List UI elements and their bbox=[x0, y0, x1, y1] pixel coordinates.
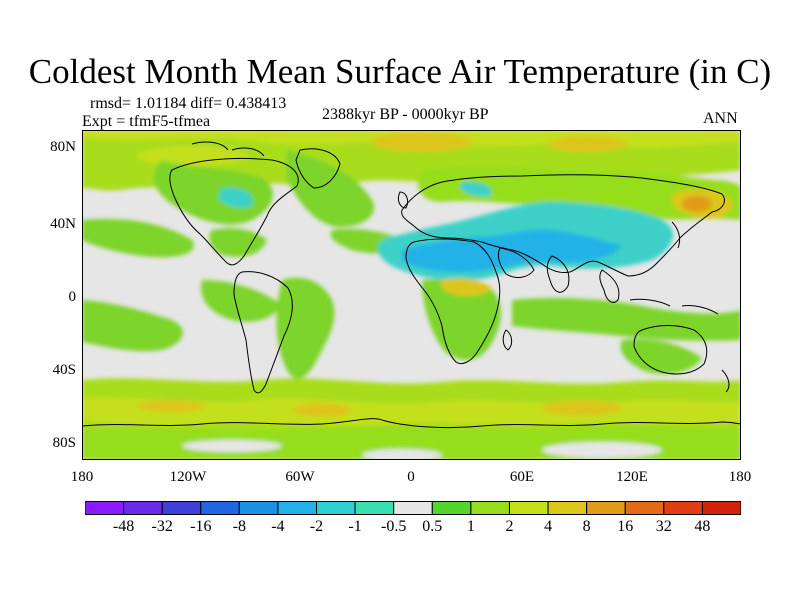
colorbar-label: 4 bbox=[544, 518, 553, 535]
lon-tick-180e: 180 bbox=[728, 469, 752, 485]
colorbar-label: -16 bbox=[190, 518, 212, 535]
lon-tick-60e: 60E bbox=[509, 469, 535, 485]
colorbar-label: -32 bbox=[151, 518, 173, 535]
lat-tick-80n: 80N bbox=[50, 139, 76, 155]
lat-tick-0: 0 bbox=[68, 289, 77, 305]
colorbar-swatch bbox=[161, 501, 202, 515]
stats-text: rmsd= 1.01184 diff= 0.438413 bbox=[90, 95, 287, 112]
season-label: ANN bbox=[703, 110, 738, 127]
colorbar-swatch bbox=[624, 501, 665, 515]
experiment-label: Expt = tfmF5-tfmea bbox=[82, 113, 211, 130]
colorbar-label: 16 bbox=[617, 518, 634, 535]
colorbar-label: 8 bbox=[582, 518, 591, 535]
colorbar-label: -0.5 bbox=[381, 518, 407, 535]
colorbar-swatch bbox=[431, 501, 472, 515]
colorbar-label: -4 bbox=[271, 518, 285, 535]
colorbar-label: 32 bbox=[655, 518, 672, 535]
colorbar-swatch bbox=[85, 501, 125, 515]
colorbar-swatch bbox=[586, 501, 626, 515]
colorbar-label: -2 bbox=[309, 518, 324, 535]
colorbar-label: -8 bbox=[232, 518, 247, 535]
map-title: Coldest Month Mean Surface Air Temperatu… bbox=[28, 52, 772, 91]
temperature-map bbox=[82, 130, 741, 460]
lon-tick-120w: 120W bbox=[169, 469, 207, 485]
colorbar-swatch bbox=[354, 501, 395, 515]
colorbar-label: 0.5 bbox=[422, 518, 443, 535]
colorbar-swatch bbox=[663, 501, 703, 515]
coastlines bbox=[82, 141, 741, 429]
colorbar-label: 48 bbox=[694, 518, 711, 535]
lat-tick-80s: 80S bbox=[52, 435, 76, 451]
period-label: 2388kyr BP - 0000kyr BP bbox=[322, 106, 489, 123]
colorbar-swatch bbox=[547, 501, 588, 515]
colorbar bbox=[85, 501, 741, 515]
colorbar-swatch bbox=[393, 501, 433, 515]
lat-tick-40s: 40S bbox=[52, 362, 76, 378]
lon-tick-60w: 60W bbox=[285, 469, 315, 485]
colorbar-swatch bbox=[470, 501, 510, 515]
colorbar-swatch bbox=[238, 501, 279, 515]
lon-tick-120e: 120E bbox=[616, 469, 648, 485]
colorbar-swatch bbox=[508, 501, 549, 515]
colorbar-swatch bbox=[277, 501, 318, 515]
colorbar-label: -1 bbox=[348, 518, 362, 535]
colorbar-swatch bbox=[200, 501, 240, 515]
lon-tick-180w: 180 bbox=[70, 469, 94, 485]
colorbar-swatch bbox=[316, 501, 356, 515]
lon-tick-0: 0 bbox=[407, 469, 415, 485]
colorbar-label: 1 bbox=[466, 518, 475, 535]
colorbar-label: -48 bbox=[112, 518, 135, 535]
temperature-anomaly-field bbox=[82, 130, 741, 460]
colorbar-label: 2 bbox=[505, 518, 514, 535]
colorbar-swatch bbox=[701, 501, 741, 515]
colorbar-swatch bbox=[123, 501, 163, 515]
lat-tick-40n: 40N bbox=[50, 216, 76, 232]
